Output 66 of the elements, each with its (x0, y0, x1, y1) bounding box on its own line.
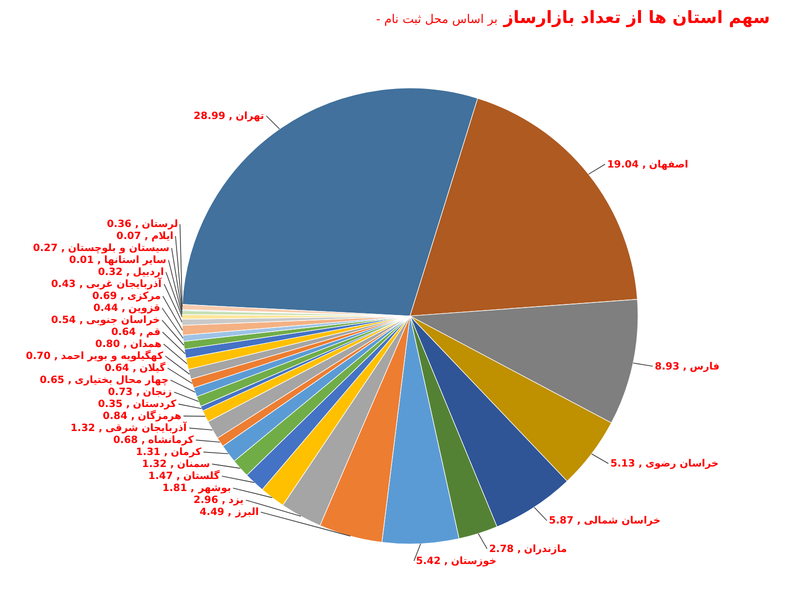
data-label: 0.69 , (92, 291, 124, 302)
slice-label: زنجان (142, 387, 172, 398)
slice-label: سیستان و بلوچستان (68, 243, 170, 254)
data-label: 0.65 , (40, 375, 72, 386)
data-label: 1.31 , (136, 447, 168, 458)
slice-label: تهران (236, 110, 264, 122)
slice-label: گلستان (183, 469, 220, 482)
slice-label: مازندران (524, 544, 568, 555)
data-label: 0.68 , (113, 435, 146, 446)
data-label: 5.87 , (548, 516, 581, 527)
data-label: 0.43 , (51, 279, 84, 290)
data-label: 0.80 , (95, 339, 128, 350)
slice-label: اصفهان (649, 159, 688, 170)
data-label: 0.07 , (116, 231, 148, 242)
data-label: 2.96 , (194, 495, 226, 506)
slice-label: یزد (228, 495, 244, 506)
data-label: 0.73 , (108, 387, 140, 398)
slice-label: آذربایجان غربی (86, 277, 162, 290)
data-label: 0.01 , (69, 255, 102, 266)
slice-label: البرز (234, 507, 259, 518)
data-label: 4.49 , (200, 507, 232, 518)
slice-label: چهار محال بختیاری (74, 375, 169, 386)
slice-label: فارس (690, 361, 720, 372)
slice-label: قزوین (128, 303, 160, 314)
data-label: 0.64 , (104, 363, 136, 374)
data-label: 0.54 , (51, 315, 84, 326)
data-label: 1.81 , (162, 483, 194, 494)
slice-label: هرمزگان (138, 409, 182, 422)
data-label: 28.99 , (194, 110, 233, 122)
data-label: 0.27 , (33, 243, 65, 254)
slice-label: خراسان رضوی (645, 458, 719, 470)
data-label: 0.64 , (111, 327, 144, 338)
slice-label: اردبیل (132, 267, 164, 278)
data-label: 0.32 , (98, 267, 130, 278)
data-label: 1.47 , (148, 471, 180, 482)
data-label: 0.44 , (93, 303, 126, 314)
slice-label: کرمان (170, 447, 202, 458)
slice-label: قم (146, 327, 161, 338)
slice-label: همدان (130, 339, 162, 350)
data-label: 2.78 , (489, 544, 522, 555)
slice-label: گیلان (139, 361, 166, 374)
slice-label: کهگیلویه و بویر احمد (60, 349, 164, 362)
data-label: 0.70 , (26, 351, 58, 362)
slice-label: خراسان شمالی (584, 516, 660, 527)
slice-label: سمنان (176, 459, 210, 470)
data-label: 0.35 , (98, 399, 130, 410)
slice-label: سایر استانها (104, 255, 166, 266)
slice-label: ایلام (151, 231, 174, 242)
data-label: 19.04 , (607, 159, 646, 170)
data-label: 1.32 , (70, 423, 102, 434)
slice-label: خوزستان (450, 556, 496, 567)
data-label: 0.36 , (106, 219, 139, 230)
chart-subtitle: - بر اساس محل ثبت نام (376, 12, 498, 26)
data-label: 1.32 , (142, 459, 174, 470)
data-label: 5.13 , (610, 458, 642, 470)
data-label: 8.93 , (654, 361, 687, 372)
slice-label: خراسان جنوبی (86, 315, 160, 326)
chart-title: سهم استان ها از تعداد بازارساز (502, 8, 770, 28)
slice-label: لرستان (142, 219, 178, 230)
slice-label: مرکزی (127, 291, 161, 302)
slice-label: آذربایجان شرقی (105, 421, 188, 434)
slice-label: کرمانشاه (148, 435, 194, 446)
slice-label: بوشهر (197, 483, 232, 494)
data-label: 0.84 , (102, 411, 135, 422)
slice-label: کردستان (132, 399, 176, 410)
data-label: 5.42 , (416, 556, 448, 567)
